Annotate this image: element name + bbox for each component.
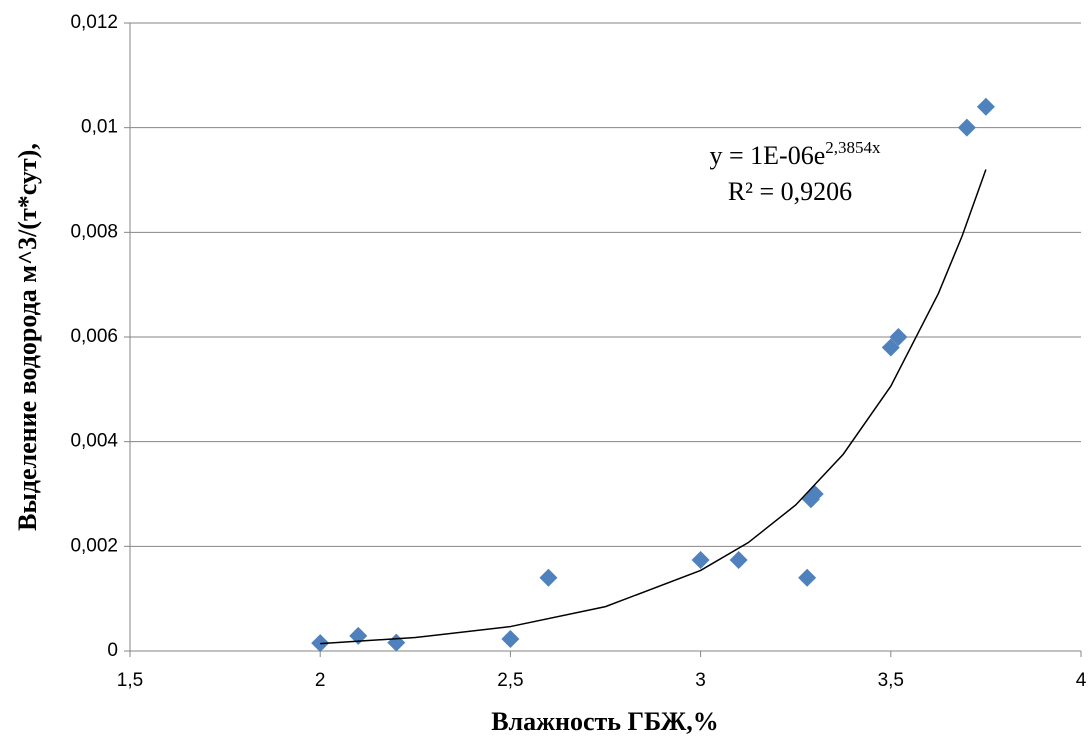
x-tick-label: 3,5 (878, 670, 904, 691)
data-point (729, 550, 748, 569)
data-point (539, 568, 558, 587)
x-tick-label: 1,5 (117, 670, 143, 691)
data-point (798, 568, 817, 587)
data-point (976, 97, 995, 116)
x-tick-label: 2,5 (497, 670, 523, 691)
data-point (881, 338, 900, 357)
y-tick-label: 0,006 (70, 326, 118, 347)
x-axis-label: Влажность ГБЖ,% (491, 707, 719, 736)
data-point (691, 550, 710, 569)
r-squared: R² = 0,9206 (728, 177, 852, 206)
trend-equation: y = 1E-06e2,3854x (710, 138, 882, 170)
data-point (889, 328, 908, 346)
x-tick-label: 2 (315, 670, 326, 691)
y-tick-label: 0 (107, 640, 118, 661)
equation-exponent: 2,3854x (825, 138, 881, 157)
data-point (387, 633, 406, 652)
x-tick-label: 4 (1076, 670, 1087, 691)
data-point (501, 629, 520, 648)
y-tick-label: 0,012 (70, 12, 118, 33)
trendline (320, 169, 987, 645)
equation-base: y = 1E-06e (710, 141, 826, 170)
y-tick-label: 0,004 (70, 431, 118, 452)
y-tick-label: 0,008 (70, 221, 118, 242)
y-axis-label: Выделение водорода м^3/(т*сут), (13, 143, 42, 531)
y-tick-label: 0,01 (81, 117, 118, 138)
x-tick-label: 3 (695, 670, 706, 691)
y-tick-label: 0,002 (70, 535, 118, 556)
data-point (957, 118, 976, 137)
